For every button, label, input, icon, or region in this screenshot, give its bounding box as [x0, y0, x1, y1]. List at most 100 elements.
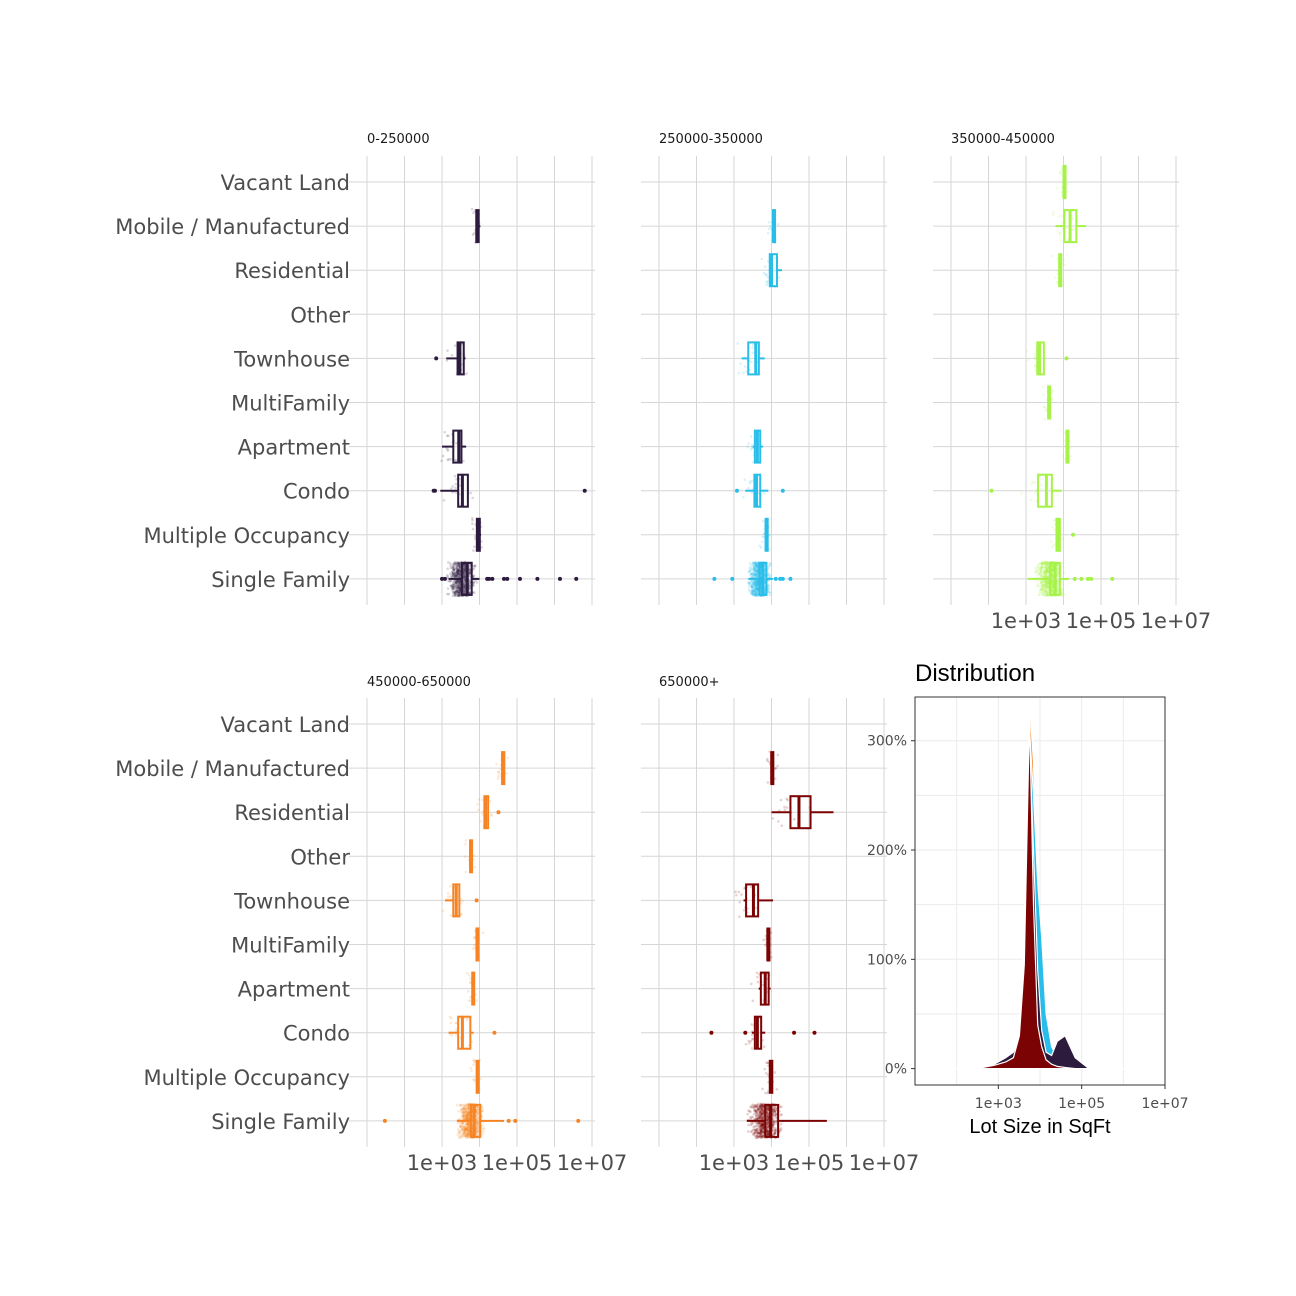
- jitter-point: [455, 571, 459, 575]
- jitter-point: [457, 591, 461, 595]
- jitter-point: [745, 370, 748, 373]
- jitter-point: [736, 342, 740, 345]
- jitter-point: [751, 1128, 755, 1132]
- jitter-point: [446, 349, 449, 352]
- jitter-point: [463, 578, 467, 581]
- jitter-point: [749, 566, 753, 570]
- jitter-point: [452, 565, 456, 569]
- jitter-point: [453, 592, 457, 595]
- category-label: Apartment: [238, 978, 350, 1002]
- jitter-point: [446, 449, 450, 452]
- jitter-point: [1049, 540, 1053, 543]
- jitter-point: [773, 1126, 776, 1130]
- jitter-point: [750, 1023, 754, 1026]
- jitter-point: [1039, 568, 1042, 571]
- jitter-point: [772, 1131, 776, 1135]
- jitter-point: [739, 362, 742, 365]
- jitter-point: [750, 982, 753, 986]
- jitter-point: [472, 581, 476, 585]
- jitter-point: [764, 1091, 767, 1095]
- jitter-point: [463, 567, 466, 571]
- jitter-point: [453, 572, 457, 575]
- jitter-point: [449, 579, 452, 583]
- jitter-point: [456, 569, 459, 573]
- jitter-point: [451, 567, 455, 570]
- jitter-point: [458, 569, 462, 572]
- outlier-point: [505, 576, 510, 581]
- outlier-point: [474, 898, 479, 903]
- jitter-point: [445, 434, 449, 438]
- jitter-point: [457, 569, 461, 573]
- jitter-point: [452, 567, 456, 571]
- jitter-point: [774, 766, 778, 770]
- jitter-point: [457, 581, 460, 585]
- outlier-point: [730, 576, 735, 581]
- jitter-point: [1040, 582, 1043, 586]
- jitter-point: [498, 772, 501, 776]
- jitter-point: [1051, 254, 1054, 258]
- category-label: Mobile / Manufactured: [115, 757, 350, 781]
- jitter-point: [756, 587, 759, 591]
- jitter-point: [751, 343, 755, 347]
- jitter-point: [747, 588, 751, 591]
- jitter-point: [761, 1111, 765, 1115]
- jitter-point: [748, 480, 752, 483]
- jitter-point: [754, 590, 757, 594]
- jitter-point: [775, 1087, 779, 1091]
- jitter-point: [453, 582, 456, 586]
- jitter-point: [746, 445, 750, 448]
- jitter-point: [457, 593, 461, 596]
- jitter-point: [457, 594, 460, 598]
- jitter-point: [453, 594, 456, 598]
- jitter-point: [450, 571, 454, 574]
- jitter-point: [456, 562, 459, 565]
- jitter-point: [458, 588, 462, 591]
- jitter-point: [454, 574, 457, 577]
- jitter-point: [1041, 385, 1045, 388]
- jitter-point: [1040, 487, 1043, 491]
- jitter-point: [786, 798, 789, 802]
- jitter-point: [1038, 593, 1041, 597]
- jitter-point: [457, 575, 461, 578]
- jitter-point: [456, 567, 459, 571]
- jitter-point: [461, 1134, 464, 1137]
- jitter-point: [758, 544, 762, 548]
- jitter-point: [447, 434, 450, 438]
- jitter-point: [465, 1133, 469, 1136]
- y-tick-label: 100%: [867, 952, 907, 968]
- jitter-point: [462, 582, 466, 586]
- jitter-point: [472, 1063, 475, 1066]
- jitter-point: [755, 587, 759, 591]
- jitter-point: [756, 980, 760, 984]
- jitter-point: [455, 588, 459, 592]
- jitter-point: [440, 459, 443, 463]
- jitter-point: [463, 568, 467, 572]
- jitter-point: [468, 585, 471, 588]
- jitter-point: [753, 589, 756, 593]
- outlier-point: [492, 1030, 497, 1035]
- jitter-point: [458, 573, 461, 576]
- jitter-point: [756, 574, 760, 577]
- jitter-point: [456, 565, 459, 569]
- jitter-point: [457, 581, 460, 584]
- jitter-point: [751, 591, 755, 595]
- jitter-point: [742, 371, 745, 375]
- outlier-point: [1072, 576, 1077, 581]
- category-label: Vacant Land: [221, 171, 350, 195]
- jitter-point: [451, 570, 455, 574]
- distribution-x-label: Lot Size in SqFt: [969, 1116, 1111, 1138]
- jitter-point: [462, 570, 466, 574]
- jitter-point: [761, 1087, 764, 1091]
- jitter-point: [753, 594, 757, 598]
- jitter-point: [747, 486, 750, 490]
- jitter-point: [468, 570, 472, 573]
- jitter-point: [454, 591, 458, 594]
- jitter-point: [472, 574, 476, 577]
- jitter-point: [749, 564, 753, 568]
- jitter-point: [464, 1114, 468, 1118]
- distribution-panel: 0% 100% 200% 300% 1e+03 1e+05 1e+07 Distributio…: [867, 660, 1189, 1138]
- jitter-point: [454, 581, 458, 584]
- jitter-point: [1061, 214, 1064, 218]
- jitter-point: [463, 855, 467, 859]
- jitter-point: [473, 545, 476, 549]
